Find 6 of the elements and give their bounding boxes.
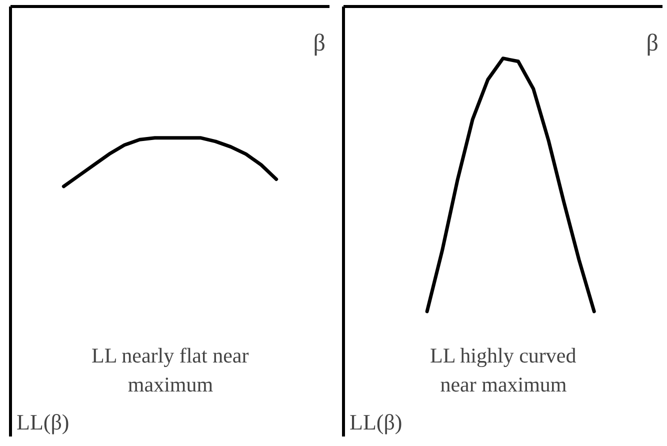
text: LL highly curved near maximum [430,344,577,396]
text: LL(β) [16,410,70,434]
x-axis-title: β [646,30,659,56]
text: LL(β) [350,410,402,434]
text: LL nearly flat near maximum [92,344,249,396]
x-axis-title: β [313,30,326,56]
